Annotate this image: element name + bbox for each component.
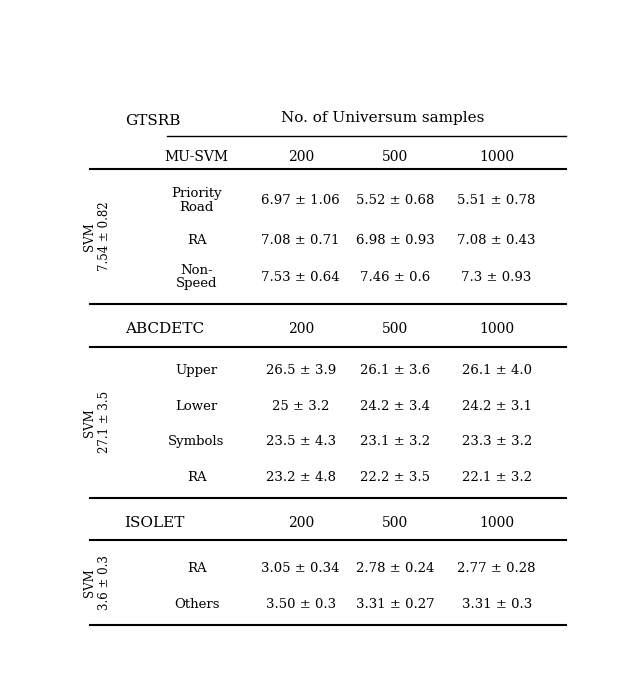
- Text: 200: 200: [287, 322, 314, 336]
- Text: 500: 500: [382, 322, 408, 336]
- Text: 3.31 ± 0.3: 3.31 ± 0.3: [461, 598, 532, 611]
- Text: 5.51 ± 0.78: 5.51 ± 0.78: [458, 194, 536, 207]
- Text: 7.46 ± 0.6: 7.46 ± 0.6: [360, 271, 430, 283]
- Text: 6.98 ± 0.93: 6.98 ± 0.93: [356, 234, 435, 247]
- Text: 22.2 ± 3.5: 22.2 ± 3.5: [360, 471, 430, 483]
- Text: 26.1 ± 3.6: 26.1 ± 3.6: [360, 364, 430, 377]
- Text: Non-: Non-: [180, 264, 213, 277]
- Text: No. of Universum samples: No. of Universum samples: [281, 111, 484, 125]
- Text: 23.5 ± 4.3: 23.5 ± 4.3: [266, 435, 336, 448]
- Text: 23.2 ± 4.8: 23.2 ± 4.8: [266, 471, 336, 483]
- Text: SVM
7.54 ± 0.82: SVM 7.54 ± 0.82: [83, 202, 111, 271]
- Text: 23.3 ± 3.2: 23.3 ± 3.2: [461, 435, 532, 448]
- Text: 7.08 ± 0.43: 7.08 ± 0.43: [458, 234, 536, 247]
- Text: GTSRB: GTSRB: [125, 113, 180, 127]
- Text: 200: 200: [287, 150, 314, 164]
- Text: Others: Others: [174, 598, 220, 611]
- Text: RA: RA: [187, 563, 206, 576]
- Text: Priority: Priority: [172, 187, 222, 200]
- Text: 500: 500: [382, 150, 408, 164]
- Text: Speed: Speed: [176, 277, 218, 290]
- Text: 1000: 1000: [479, 516, 514, 530]
- Text: RA: RA: [187, 471, 206, 483]
- Text: MU-SVM: MU-SVM: [164, 150, 228, 164]
- Text: 1000: 1000: [479, 322, 514, 336]
- Text: 3.05 ± 0.34: 3.05 ± 0.34: [262, 563, 340, 576]
- Text: 26.5 ± 3.9: 26.5 ± 3.9: [266, 364, 336, 377]
- Text: 23.1 ± 3.2: 23.1 ± 3.2: [360, 435, 430, 448]
- Text: Symbols: Symbols: [168, 435, 225, 448]
- Text: 500: 500: [382, 516, 408, 530]
- Text: SVM
27.1 ± 3.5: SVM 27.1 ± 3.5: [83, 391, 111, 454]
- Text: 5.52 ± 0.68: 5.52 ± 0.68: [356, 194, 434, 207]
- Text: 2.78 ± 0.24: 2.78 ± 0.24: [356, 563, 434, 576]
- Text: 200: 200: [287, 516, 314, 530]
- Text: 25 ± 3.2: 25 ± 3.2: [272, 399, 330, 413]
- Text: Upper: Upper: [175, 364, 218, 377]
- Text: 7.3 ± 0.93: 7.3 ± 0.93: [461, 271, 532, 283]
- Text: 3.50 ± 0.3: 3.50 ± 0.3: [266, 598, 336, 611]
- Text: 3.31 ± 0.27: 3.31 ± 0.27: [356, 598, 435, 611]
- Text: ISOLET: ISOLET: [125, 516, 185, 530]
- Text: 24.2 ± 3.4: 24.2 ± 3.4: [360, 399, 430, 413]
- Text: Road: Road: [179, 201, 214, 214]
- Text: 26.1 ± 4.0: 26.1 ± 4.0: [461, 364, 532, 377]
- Text: 7.53 ± 0.64: 7.53 ± 0.64: [261, 271, 340, 283]
- Text: Lower: Lower: [175, 399, 218, 413]
- Text: 6.97 ± 1.06: 6.97 ± 1.06: [261, 194, 340, 207]
- Text: SVM
3.6 ± 0.3: SVM 3.6 ± 0.3: [83, 555, 111, 610]
- Text: 7.08 ± 0.71: 7.08 ± 0.71: [262, 234, 340, 247]
- Text: 24.2 ± 3.1: 24.2 ± 3.1: [461, 399, 532, 413]
- Text: 2.77 ± 0.28: 2.77 ± 0.28: [458, 563, 536, 576]
- Text: 1000: 1000: [479, 150, 514, 164]
- Text: 22.1 ± 3.2: 22.1 ± 3.2: [461, 471, 532, 483]
- Text: RA: RA: [187, 234, 206, 247]
- Text: ABCDETC: ABCDETC: [125, 322, 204, 336]
